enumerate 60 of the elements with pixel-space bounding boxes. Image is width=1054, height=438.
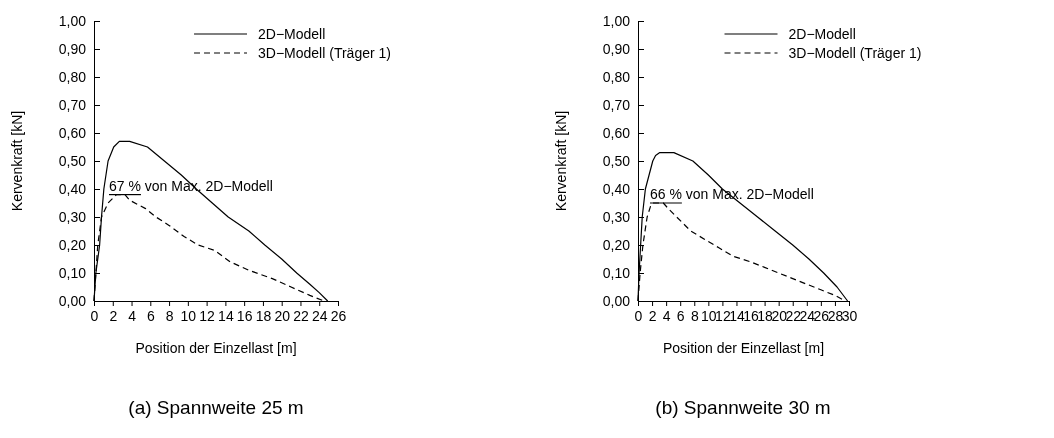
x-tick-label: 0 bbox=[634, 308, 643, 324]
y-tick-label: 0,80 bbox=[602, 68, 631, 85]
y-tick-label: 0,00 bbox=[58, 292, 87, 309]
x-tick-label: 2 bbox=[648, 308, 657, 324]
x-tick-label: 6 bbox=[146, 308, 155, 324]
text: (a) Spannweite 25 m bbox=[128, 397, 304, 418]
x-tick-label: 4 bbox=[662, 308, 671, 324]
x-tick-label: 8 bbox=[690, 308, 699, 324]
x-axis-title: Position der Einzellast [m] bbox=[135, 340, 297, 356]
x-tick-label: 24 bbox=[311, 308, 328, 324]
y-tick-label: 0,30 bbox=[58, 208, 87, 225]
x-tick-label: 16 bbox=[236, 308, 253, 324]
y-tick-label: 1,00 bbox=[58, 12, 87, 29]
y-tick-label: 0,30 bbox=[602, 208, 631, 225]
x-tick-label: 22 bbox=[293, 308, 309, 324]
y-tick-label: 0,10 bbox=[602, 264, 631, 281]
y-tick-label: 0,20 bbox=[602, 236, 631, 253]
y-axis-title: Kervenkraft [kN] bbox=[553, 110, 569, 212]
legend-label: 2D−Modell bbox=[258, 26, 326, 42]
legend-label: 3D−Modell (Träger 1) bbox=[788, 45, 922, 61]
x-tick-label: 18 bbox=[255, 308, 272, 324]
x-tick-label: 8 bbox=[165, 308, 174, 324]
y-tick-label: 0,50 bbox=[602, 152, 631, 169]
x-axis-title: Position der Einzellast [m] bbox=[662, 340, 825, 356]
x-tick-label: 22 bbox=[785, 308, 802, 324]
y-tick-label: 0,00 bbox=[602, 292, 631, 309]
x-tick-label: 20 bbox=[274, 308, 291, 324]
y-tick-label: 0,40 bbox=[58, 180, 87, 197]
x-tick-label: 30 bbox=[841, 308, 858, 324]
x-tick-label: 24 bbox=[799, 308, 816, 324]
x-tick-label: 26 bbox=[813, 308, 830, 324]
x-tick-label: 12 bbox=[199, 308, 216, 324]
x-tick-label: 6 bbox=[676, 308, 685, 324]
y-tick-label: 0,80 bbox=[58, 68, 87, 85]
x-tick-label: 14 bbox=[729, 308, 745, 324]
y-tick-label: 0,60 bbox=[58, 124, 87, 141]
legend-label: 2D−Modell bbox=[788, 26, 856, 42]
y-axis-title: Kervenkraft [kN] bbox=[9, 110, 25, 212]
y-tick-label: 0,60 bbox=[602, 124, 631, 141]
x-tick-label: 12 bbox=[715, 308, 731, 324]
y-tick-label: 0,40 bbox=[602, 180, 631, 197]
y-tick-label: 0,70 bbox=[58, 96, 87, 113]
x-tick-label: 0 bbox=[90, 308, 99, 324]
y-tick-label: 0,10 bbox=[58, 264, 87, 281]
x-tick-label: 4 bbox=[128, 308, 137, 324]
y-tick-label: 1,00 bbox=[602, 12, 631, 29]
x-tick-label: 10 bbox=[180, 308, 197, 324]
y-tick-label: 0,90 bbox=[602, 40, 631, 57]
y-tick-label: 0,50 bbox=[58, 152, 87, 169]
y-tick-label: 0,70 bbox=[602, 96, 631, 113]
x-tick-label: 14 bbox=[218, 308, 234, 324]
y-tick-label: 0,20 bbox=[58, 236, 87, 253]
y-tick-label: 0,90 bbox=[58, 40, 87, 57]
x-tick-label: 28 bbox=[827, 308, 844, 324]
x-tick-label: 20 bbox=[771, 308, 788, 324]
text: (b) Spannweite 30 m bbox=[655, 397, 831, 418]
x-tick-label: 10 bbox=[701, 308, 717, 324]
x-tick-label: 26 bbox=[330, 308, 347, 324]
x-tick-label: 2 bbox=[109, 308, 118, 324]
legend-label: 3D−Modell (Träger 1) bbox=[258, 45, 391, 61]
